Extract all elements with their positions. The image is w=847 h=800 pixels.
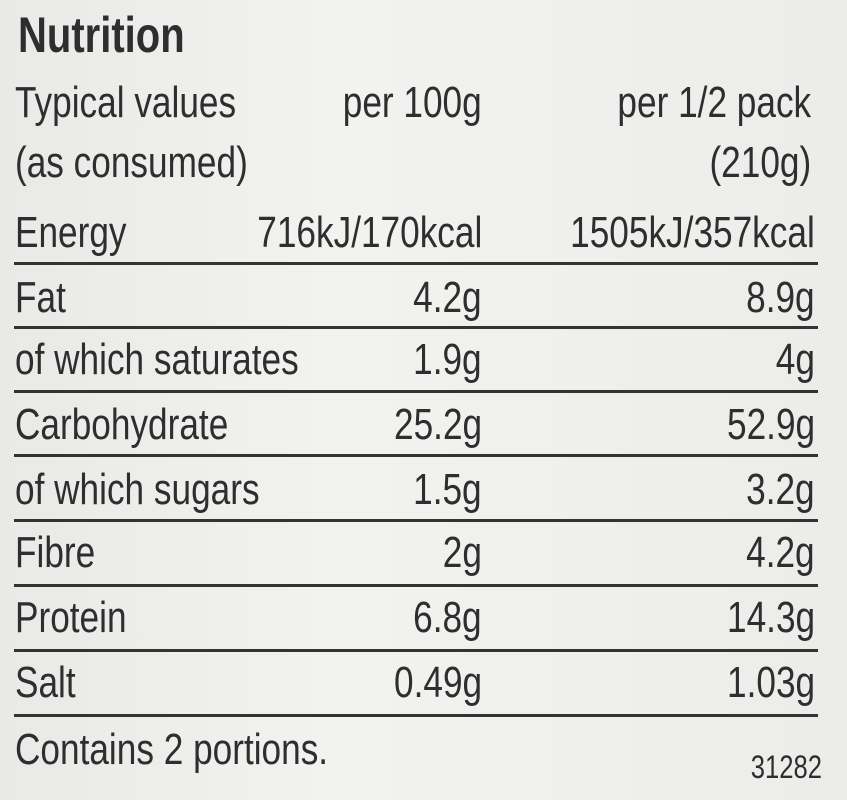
per-pack-value: 3.2g: [746, 465, 815, 514]
header-label: (210g): [709, 138, 811, 187]
per-pack-value: 4g: [775, 335, 815, 384]
row-label: of which sugars: [15, 465, 260, 514]
per-pack-value: 4.2g: [746, 528, 815, 577]
row-divider: [14, 714, 818, 717]
row-label: Protein: [15, 593, 127, 642]
row-divider: [14, 519, 818, 522]
per-pack-value: 8.9g: [746, 273, 815, 322]
per-100g-value: 716kJ/170kcal: [256, 208, 482, 257]
row-divider: [14, 649, 818, 652]
header-label: per 100g: [343, 78, 482, 127]
per-100g-value: 2g: [442, 528, 482, 577]
row-label: Fat: [15, 273, 66, 322]
row-divider: [14, 584, 818, 587]
per-pack-value: 52.9g: [726, 400, 815, 449]
per-100g-value: 4.2g: [413, 273, 482, 322]
row-label: Carbohydrate: [15, 400, 229, 449]
per-pack-value: 14.3g: [726, 593, 815, 642]
header-label: Typical values: [15, 78, 237, 127]
per-pack-value: 1505kJ/357kcal: [570, 208, 815, 257]
footer-code: 31282: [750, 749, 822, 785]
per-100g-value: 25.2g: [393, 400, 482, 449]
row-divider: [14, 326, 818, 329]
row-divider: [14, 454, 818, 457]
row-divider: [14, 390, 818, 393]
row-label: of which saturates: [15, 335, 299, 384]
per-100g-value: 1.5g: [413, 465, 482, 514]
footer-note: Contains 2 portions.: [15, 725, 329, 774]
per-100g-value: 0.49g: [393, 658, 482, 707]
per-100g-value: 6.8g: [413, 593, 482, 642]
per-pack-value: 1.03g: [726, 658, 815, 707]
title: Nutrition: [18, 7, 185, 63]
row-label: Salt: [15, 658, 76, 707]
header-label: (as consumed): [15, 138, 248, 187]
header-label: per 1/2 pack: [617, 78, 811, 127]
per-100g-value: 1.9g: [413, 335, 482, 384]
row-label: Energy: [15, 208, 127, 257]
row-label: Fibre: [15, 528, 96, 577]
row-divider: [14, 262, 818, 265]
